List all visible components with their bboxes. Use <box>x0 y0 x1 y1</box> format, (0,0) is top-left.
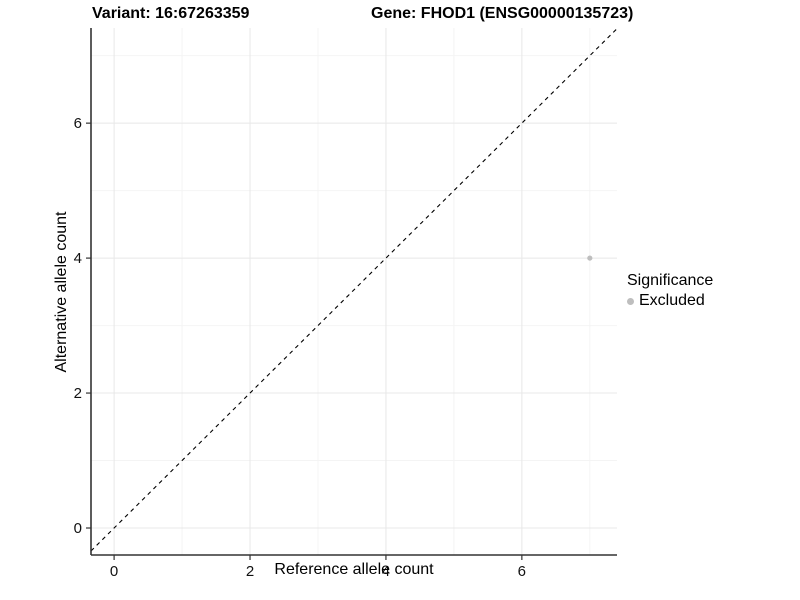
x-tick-label: 0 <box>110 563 118 580</box>
excluded-point-icon <box>627 297 634 305</box>
variant-title: Variant: 16:67263359 <box>92 5 250 22</box>
x-tick-label: 2 <box>246 563 254 580</box>
data-point <box>587 255 593 261</box>
y-tick-label: 0 <box>74 520 82 537</box>
y-tick-label: 4 <box>74 250 82 267</box>
gene-title: Gene: FHOD1 (ENSG00000135723) <box>371 5 634 22</box>
identity-reference-line <box>90 28 618 552</box>
y-tick-label: 2 <box>74 385 82 402</box>
x-tick-label: 4 <box>382 563 390 580</box>
legend-title: Significance <box>627 272 714 289</box>
legend: Significance Excluded <box>627 272 713 310</box>
x-axis-title: Reference allele count <box>274 561 434 578</box>
y-tick-label: 6 <box>74 115 82 132</box>
legend-item-label: Excluded <box>639 292 705 309</box>
x-tick-label: 6 <box>518 563 526 580</box>
y-axis-title: Alternative allele count <box>53 211 70 373</box>
legend-item-excluded: Excluded <box>627 292 713 310</box>
